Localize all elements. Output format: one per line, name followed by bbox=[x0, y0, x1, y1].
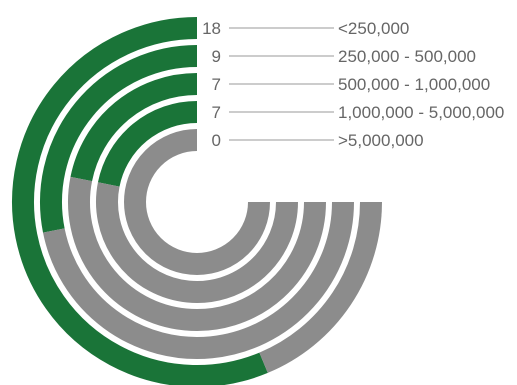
category-label-3: 1,000,000 - 5,000,000 bbox=[338, 103, 504, 122]
ring-value-arc-1 bbox=[40, 45, 198, 233]
value-label-0: 18 bbox=[202, 19, 221, 38]
category-label-2: 500,000 - 1,000,000 bbox=[338, 75, 490, 94]
rings-group bbox=[12, 17, 382, 385]
value-label-2: 7 bbox=[212, 75, 221, 94]
ring-remainder-arc-2 bbox=[68, 176, 326, 331]
value-label-3: 7 bbox=[212, 103, 221, 122]
labels-group: 18 <250,000 9 250,000 - 500,000 7 500,000 - 1… bbox=[202, 19, 504, 150]
ring-value-arc-2 bbox=[70, 73, 198, 182]
ring-remainder-arc-1 bbox=[43, 201, 354, 359]
ring-value-arc-3 bbox=[97, 101, 198, 187]
category-label-0: <250,000 bbox=[338, 19, 409, 38]
value-label-4: 0 bbox=[212, 131, 221, 150]
value-label-1: 9 bbox=[212, 47, 221, 66]
ring-remainder-arc-0 bbox=[259, 201, 382, 373]
ring-remainder-arc-4 bbox=[124, 129, 270, 275]
ring-value-arc-0 bbox=[12, 17, 268, 385]
ring-remainder-arc-3 bbox=[96, 182, 298, 303]
category-label-4: >5,000,000 bbox=[338, 131, 424, 150]
category-label-1: 250,000 - 500,000 bbox=[338, 47, 476, 66]
